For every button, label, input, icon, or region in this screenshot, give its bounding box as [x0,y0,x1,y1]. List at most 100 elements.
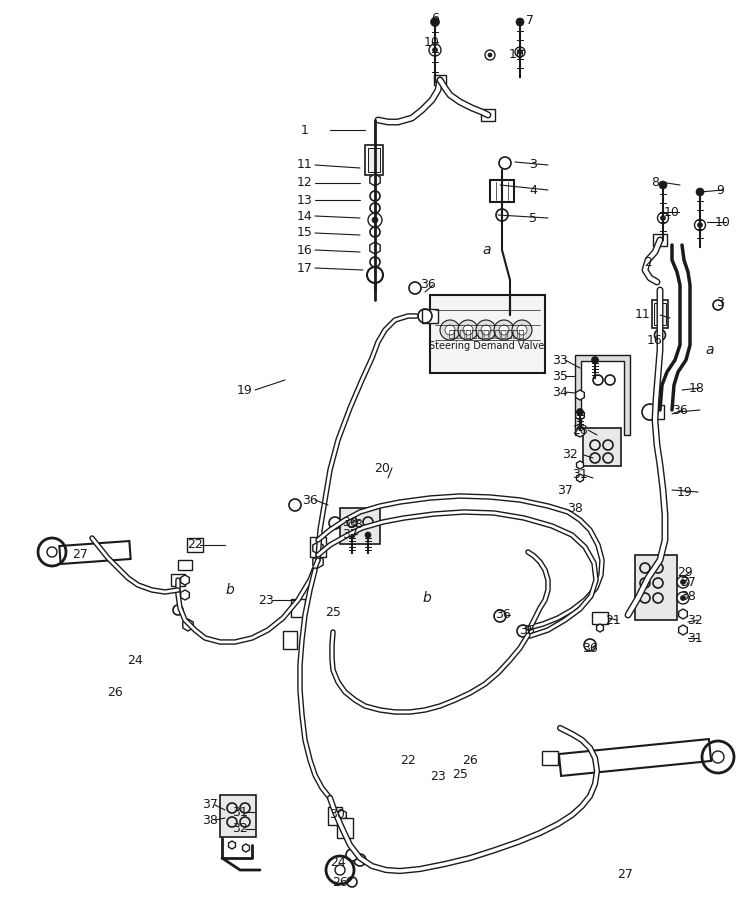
Polygon shape [229,841,235,849]
Text: 17: 17 [297,261,313,275]
Circle shape [481,325,491,335]
Circle shape [592,357,599,363]
Polygon shape [577,474,584,482]
Text: 3: 3 [716,296,724,308]
Text: 35: 35 [552,369,568,383]
Circle shape [485,50,495,60]
Text: 36: 36 [672,404,688,416]
Polygon shape [313,542,323,554]
Text: 14: 14 [297,210,313,223]
Text: 5: 5 [529,212,537,224]
Text: 10: 10 [715,215,731,229]
Text: 36: 36 [342,515,358,529]
Text: 27: 27 [72,549,88,561]
Polygon shape [243,844,250,852]
Circle shape [695,220,705,231]
Circle shape [346,849,358,861]
Circle shape [429,44,441,56]
Text: 23: 23 [430,770,446,784]
Circle shape [463,325,473,335]
Text: 25: 25 [452,769,468,781]
Polygon shape [313,556,323,568]
Text: 23: 23 [258,594,274,606]
Text: 11: 11 [297,159,313,171]
Bar [365,145,383,175]
Text: 32: 32 [562,449,578,461]
Bar [653,234,667,246]
Text: 7: 7 [526,14,534,26]
Text: 38: 38 [202,814,218,826]
Circle shape [517,325,527,335]
Text: 37: 37 [557,484,573,496]
Polygon shape [678,609,687,619]
Polygon shape [180,575,190,585]
Circle shape [681,579,686,585]
Bar [542,751,558,765]
Text: 27: 27 [617,869,633,881]
Circle shape [499,325,509,335]
Text: 16: 16 [647,333,663,347]
Text: 36: 36 [302,494,318,506]
Polygon shape [370,174,381,186]
Polygon shape [180,590,190,600]
Circle shape [458,320,478,340]
Text: Steering Demand Valve: Steering Demand Valve [429,341,544,351]
Text: 24: 24 [330,856,346,869]
Text: 25: 25 [325,605,341,618]
Circle shape [517,625,529,637]
Circle shape [432,48,438,52]
Circle shape [642,404,658,420]
Text: 15: 15 [297,226,313,240]
Circle shape [516,18,524,26]
Polygon shape [338,825,347,835]
Bar [328,807,342,825]
Circle shape [698,223,702,227]
Polygon shape [576,410,584,420]
Text: 13: 13 [297,194,313,206]
Bar [654,303,666,325]
Bar [490,180,514,202]
Circle shape [677,592,689,604]
Circle shape [367,267,383,283]
Circle shape [409,282,421,294]
Text: 4: 4 [529,184,537,196]
Text: 36: 36 [420,278,436,292]
Circle shape [712,751,724,763]
Circle shape [494,320,514,340]
Text: 26: 26 [107,687,123,699]
Text: 16: 16 [297,243,313,257]
Text: 33: 33 [552,353,568,367]
Text: 26: 26 [462,753,478,767]
Circle shape [660,215,666,221]
Text: 24: 24 [127,653,143,667]
Circle shape [681,596,686,600]
Text: 3: 3 [529,159,537,171]
Text: 2: 2 [644,256,652,268]
Bar [178,560,192,570]
Text: 20: 20 [374,461,390,475]
Text: 36: 36 [582,642,598,654]
Text: a: a [705,343,714,357]
Polygon shape [183,619,193,631]
Polygon shape [596,624,603,632]
Text: 31: 31 [687,632,703,644]
Text: 26: 26 [332,876,348,888]
Bar [171,574,185,586]
Text: 28: 28 [572,423,588,436]
Text: 6: 6 [431,12,439,24]
Bar [337,818,353,838]
Circle shape [329,517,341,529]
Circle shape [365,532,371,538]
Bar [434,75,446,85]
Circle shape [440,320,460,340]
Circle shape [518,50,522,54]
Circle shape [289,499,301,511]
Circle shape [515,47,525,57]
Circle shape [476,320,496,340]
Text: a: a [483,243,491,257]
Bar [340,508,380,544]
Text: 11: 11 [635,308,651,322]
Text: 19: 19 [237,384,253,396]
Text: 38: 38 [680,589,696,603]
Text: 38: 38 [567,502,583,514]
